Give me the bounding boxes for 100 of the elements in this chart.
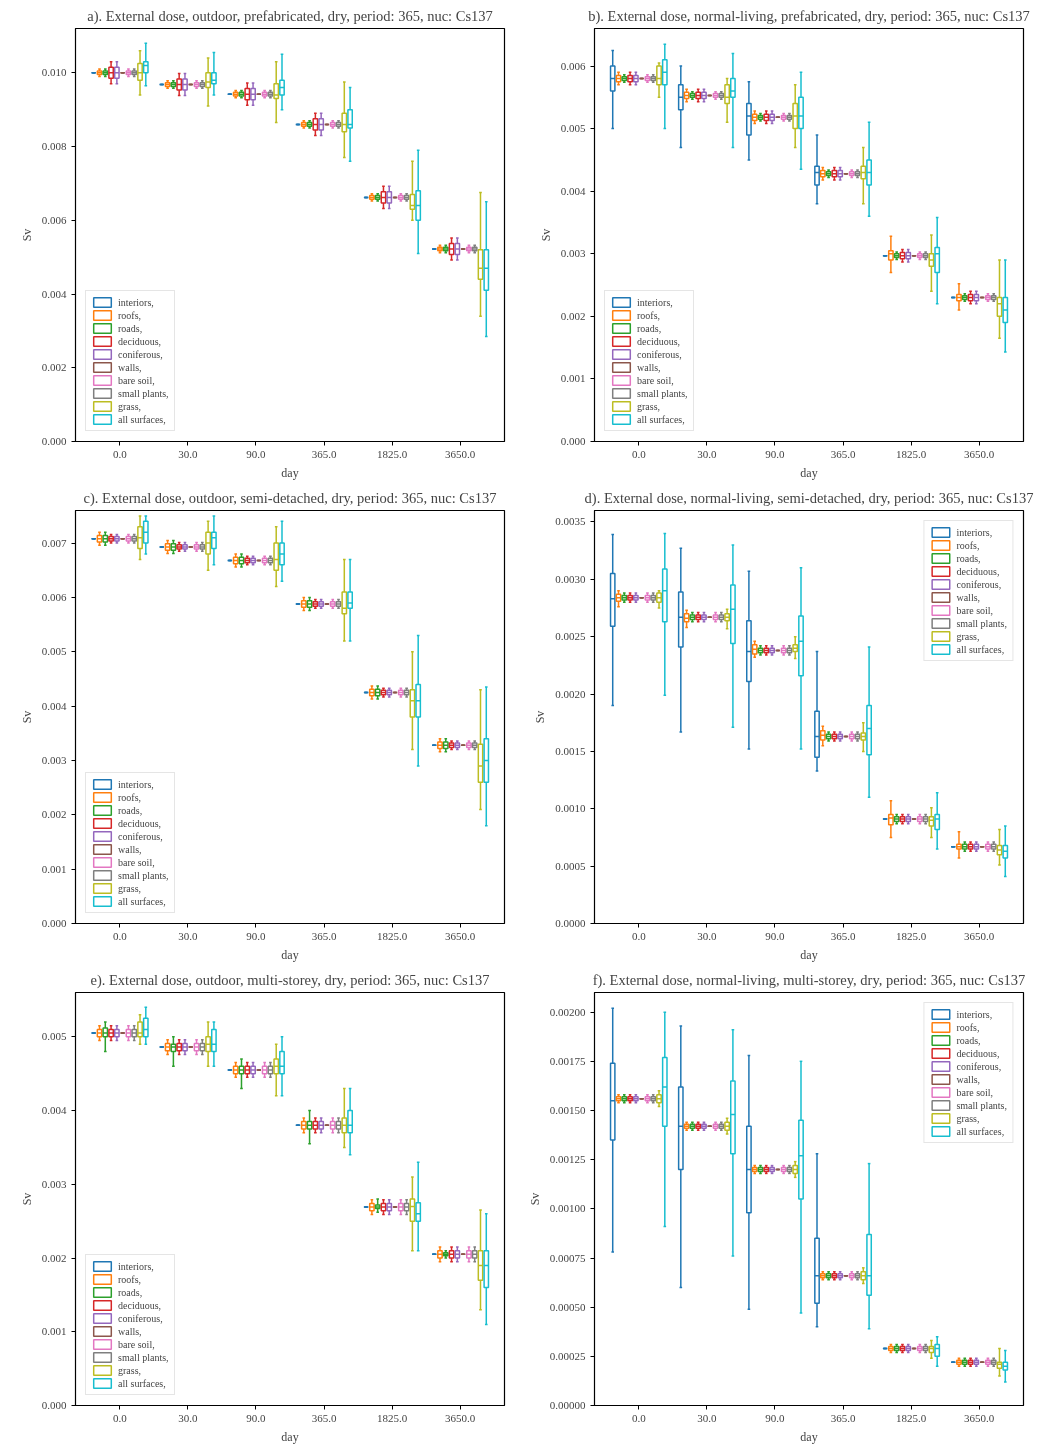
x-tick-label: 30.0 <box>697 1411 717 1424</box>
y-tick-label: 0.006 <box>41 213 67 226</box>
legend-label: small plants, <box>956 1099 1007 1111</box>
legend-label: roads, <box>637 322 662 334</box>
legend-label: roads, <box>118 322 143 334</box>
x-tick-label: 30.0 <box>697 929 717 942</box>
y-axis-title: Sv <box>533 710 548 724</box>
legend-label: interiors, <box>956 1008 993 1020</box>
y-tick-label: 0.00025 <box>549 1349 586 1362</box>
y-tick-label: 0.004 <box>41 287 67 300</box>
x-tick-label: 3650.0 <box>964 929 995 942</box>
x-axis-title: day <box>281 465 299 480</box>
legend-label: bare soil, <box>118 856 155 868</box>
y-tick-label: 0.0030 <box>555 572 586 585</box>
legend-label: walls, <box>956 591 981 603</box>
y-axis-title: Sv <box>527 1192 542 1206</box>
legend-label: all surfaces, <box>118 1377 166 1389</box>
chart-title: c). External dose, outdoor, semi-detached, dry, period: 365, nuc: Cs137 <box>83 489 497 507</box>
x-tick-label: 0.0 <box>112 1411 128 1424</box>
y-tick-label: 0.000 <box>41 917 67 929</box>
legend-label: roofs, <box>956 1021 980 1033</box>
x-tick-label: 3650.0 <box>964 1411 995 1424</box>
chart-title: f). External dose, normal-living, multi-storey, dry, period: 365, nuc: Cs137 <box>592 971 1026 989</box>
legend-label: coniferous, <box>956 1060 1002 1072</box>
y-axis-title: Sv <box>19 1192 34 1206</box>
x-tick-label: 3650.0 <box>445 929 476 942</box>
y-tick-label: 0.0035 <box>555 515 586 528</box>
y-tick-label: 0.00150 <box>549 1104 586 1116</box>
x-tick-label: 0.0 <box>631 447 647 460</box>
chart-title: d). External dose, normal-living, semi-detached, dry, period: 365, nuc: Cs137 <box>584 489 1034 507</box>
y-tick-label: 0.001 <box>41 862 67 875</box>
y-tick-label: 0.000 <box>41 1399 67 1411</box>
y-tick-label: 0.00125 <box>549 1153 586 1166</box>
x-tick-label: 1825.0 <box>896 929 927 942</box>
chart-title: b). External dose, normal-living, prefabricated, dry, period: 365, nuc: Cs137 <box>588 7 1030 25</box>
x-tick-label: 365.0 <box>830 447 856 460</box>
x-axis-title: day <box>800 1429 818 1444</box>
y-tick-label: 0.004 <box>41 1104 67 1116</box>
y-tick-label: 0.002 <box>560 309 586 322</box>
legend-label: roads, <box>118 1286 143 1298</box>
x-tick-label: 0.0 <box>112 447 128 460</box>
legend-label: walls, <box>118 361 142 373</box>
legend-label: all surfaces, <box>118 413 166 425</box>
legend-label: roofs, <box>637 309 661 321</box>
y-tick-label: 0.00050 <box>549 1300 586 1313</box>
legend-label: roofs, <box>118 1273 142 1285</box>
legend-label: deciduous, <box>637 335 681 347</box>
x-tick-label: 3650.0 <box>964 447 995 460</box>
legend-label: interiors, <box>637 296 673 308</box>
legend-label: walls, <box>118 843 142 855</box>
x-tick-label: 365.0 <box>311 929 337 942</box>
x-tick-label: 365.0 <box>830 1411 856 1424</box>
legend-label: bare soil, <box>956 604 994 616</box>
legend-label: coniferous, <box>118 1312 163 1324</box>
x-tick-label: 90.0 <box>765 447 786 460</box>
x-axis-title: day <box>800 947 818 962</box>
legend-label: deciduous, <box>956 1047 1000 1059</box>
legend-label: interiors, <box>118 1260 154 1272</box>
x-tick-label: 90.0 <box>246 1411 267 1424</box>
x-tick-label: 30.0 <box>178 447 198 460</box>
legend-label: interiors, <box>118 778 154 790</box>
y-tick-label: 0.010 <box>41 66 67 79</box>
y-tick-label: 0.004 <box>41 699 67 712</box>
x-tick-label: 90.0 <box>246 929 267 942</box>
y-tick-label: 0.005 <box>560 122 586 135</box>
legend-label: small plants, <box>956 617 1007 629</box>
legend-label: walls, <box>956 1073 981 1085</box>
y-tick-label: 0.000 <box>41 435 67 447</box>
x-tick-label: 90.0 <box>765 929 786 942</box>
x-tick-label: 365.0 <box>311 1411 337 1424</box>
y-tick-label: 0.0025 <box>555 630 586 643</box>
x-tick-label: 0.0 <box>631 1411 647 1424</box>
x-tick-label: 30.0 <box>178 929 198 942</box>
x-tick-label: 1825.0 <box>896 447 927 460</box>
legend-label: small plants, <box>637 387 688 399</box>
legend-label: interiors, <box>956 526 993 538</box>
legend-label: small plants, <box>118 387 169 399</box>
y-axis-title: Sv <box>19 228 34 242</box>
chart-title: e). External dose, outdoor, multi-storey, dry, period: 365, nuc: Cs137 <box>90 971 490 989</box>
y-tick-label: 0.001 <box>41 1325 67 1338</box>
legend-label: all surfaces, <box>637 413 685 425</box>
legend-label: grass, <box>956 630 980 642</box>
x-axis-title: day <box>800 465 818 480</box>
legend-label: all surfaces, <box>956 643 1005 655</box>
legend-label: roads, <box>956 552 981 564</box>
x-tick-label: 1825.0 <box>377 447 408 460</box>
x-tick-label: 1825.0 <box>896 1411 927 1424</box>
legend-label: coniferous, <box>637 348 682 360</box>
legend-label: interiors, <box>118 296 154 308</box>
y-tick-label: 0.0000 <box>555 917 586 929</box>
legend-label: grass, <box>118 882 142 894</box>
legend-label: roofs, <box>956 539 980 551</box>
legend-label: roofs, <box>118 791 142 803</box>
legend-label: grass, <box>956 1112 980 1124</box>
x-tick-label: 1825.0 <box>377 929 408 942</box>
legend-label: all surfaces, <box>956 1125 1005 1137</box>
y-tick-label: 0.0020 <box>555 687 586 700</box>
legend-label: deciduous, <box>118 335 162 347</box>
x-tick-label: 90.0 <box>765 1411 786 1424</box>
x-axis-title: day <box>281 947 299 962</box>
